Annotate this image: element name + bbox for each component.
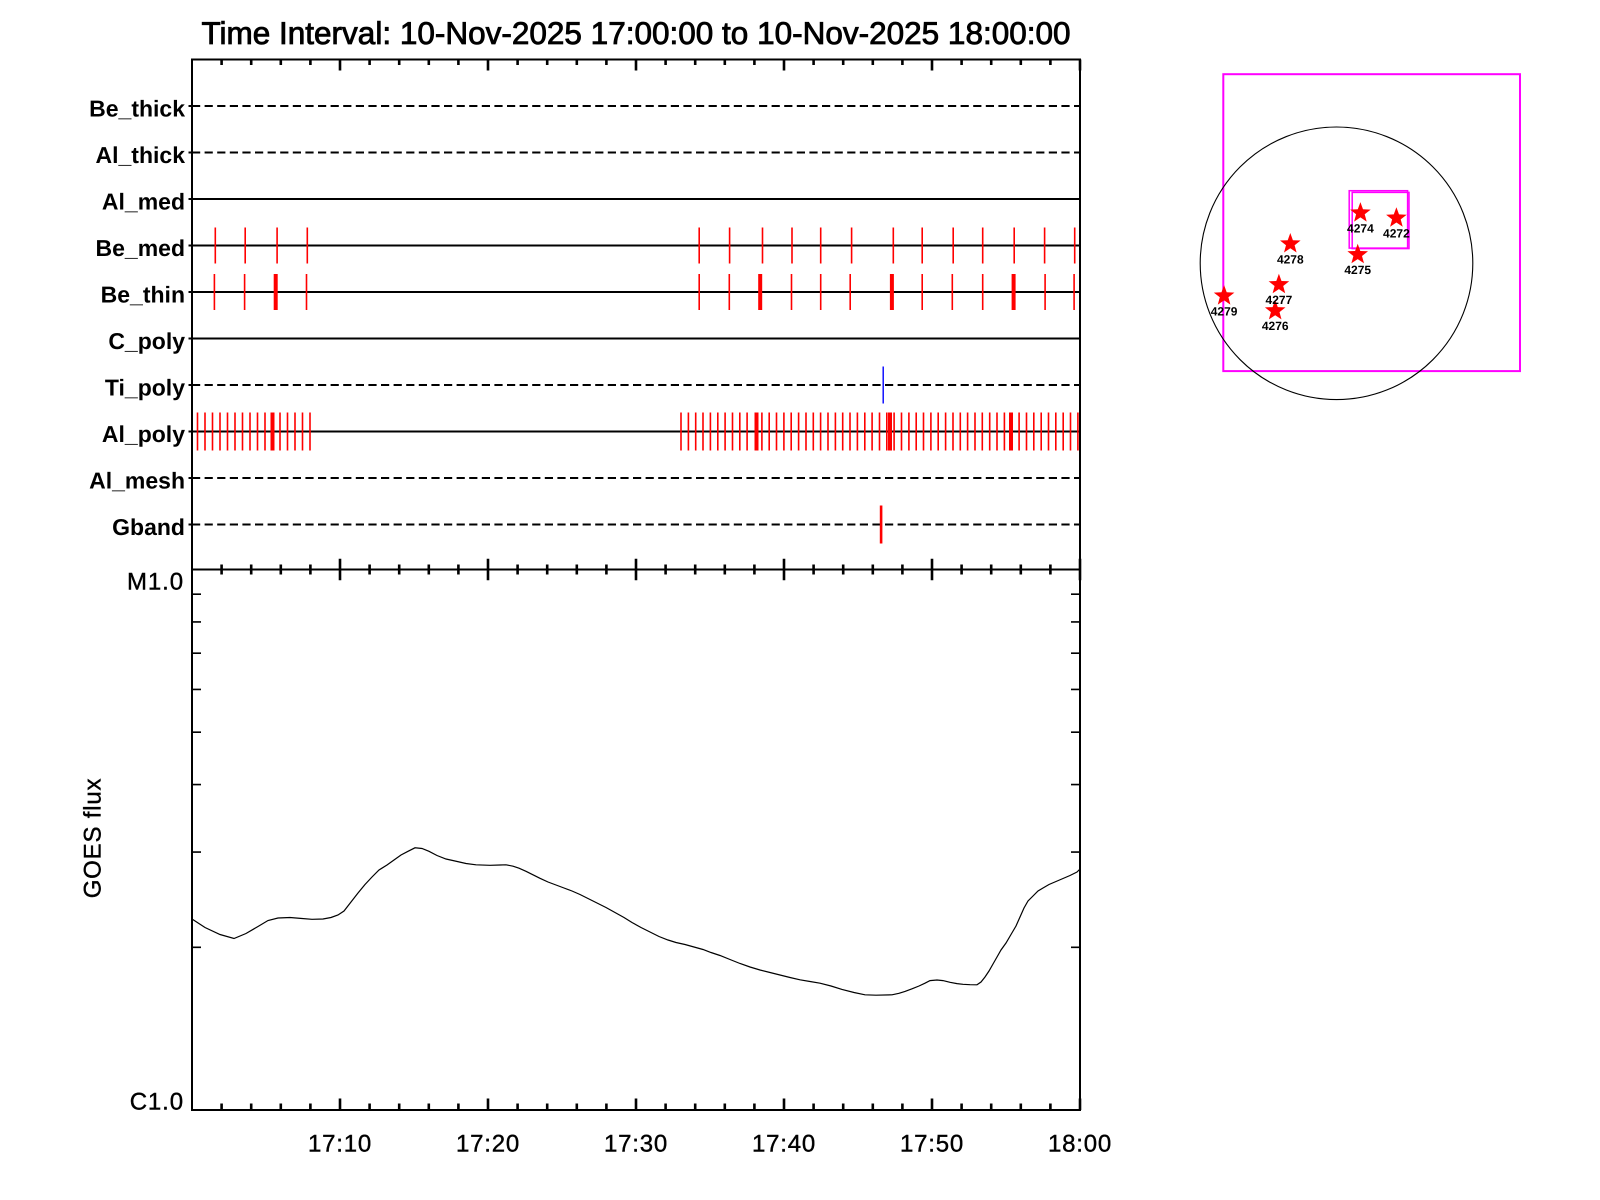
svg-text:Al_thick: Al_thick bbox=[96, 142, 186, 168]
svg-text:Be_med: Be_med bbox=[96, 235, 185, 261]
svg-text:4279: 4279 bbox=[1211, 304, 1238, 318]
svg-text:18:00: 18:00 bbox=[1048, 1131, 1112, 1158]
svg-text:17:40: 17:40 bbox=[752, 1131, 816, 1158]
svg-text:Time Interval: 10-Nov-2025 17:: Time Interval: 10-Nov-2025 17:00:00 to 1… bbox=[201, 15, 1070, 51]
svg-text:17:20: 17:20 bbox=[456, 1131, 520, 1158]
svg-text:Al_med: Al_med bbox=[102, 189, 185, 215]
svg-text:Al_poly: Al_poly bbox=[102, 421, 185, 447]
svg-text:4277: 4277 bbox=[1266, 293, 1293, 307]
svg-text:C_poly: C_poly bbox=[108, 328, 185, 354]
svg-text:17:30: 17:30 bbox=[604, 1131, 668, 1158]
svg-text:4276: 4276 bbox=[1262, 319, 1289, 333]
svg-text:M1.0: M1.0 bbox=[127, 569, 184, 596]
svg-text:17:50: 17:50 bbox=[900, 1131, 964, 1158]
svg-text:4274: 4274 bbox=[1347, 221, 1374, 235]
svg-text:Ti_poly: Ti_poly bbox=[105, 375, 185, 401]
svg-text:Be_thin: Be_thin bbox=[101, 282, 185, 308]
svg-text:Be_thick: Be_thick bbox=[89, 96, 185, 122]
svg-text:4275: 4275 bbox=[1344, 263, 1371, 277]
svg-text:4278: 4278 bbox=[1277, 252, 1304, 266]
svg-text:Gband: Gband bbox=[112, 514, 185, 540]
svg-text:Al_mesh: Al_mesh bbox=[89, 468, 185, 494]
svg-text:C1.0: C1.0 bbox=[130, 1089, 184, 1116]
svg-text:17:10: 17:10 bbox=[308, 1131, 372, 1158]
svg-text:GOES flux: GOES flux bbox=[80, 778, 107, 899]
svg-text:4272: 4272 bbox=[1383, 227, 1410, 241]
